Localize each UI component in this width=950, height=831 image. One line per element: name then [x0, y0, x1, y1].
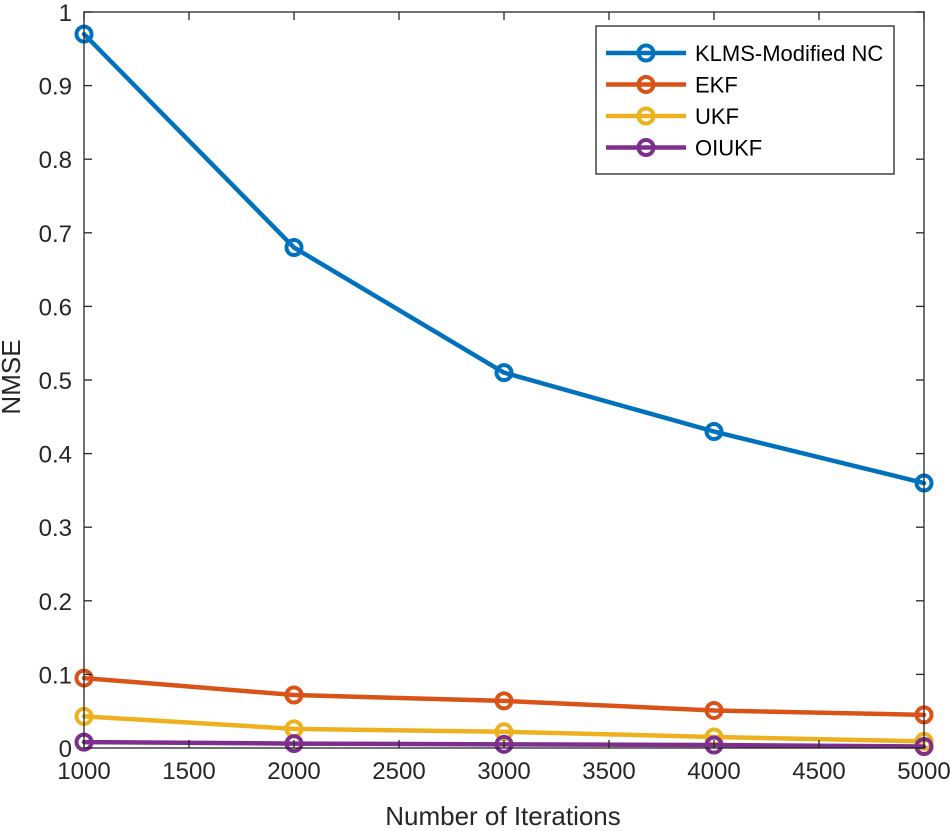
- legend-marker-0: [636, 43, 656, 63]
- legend-label-0: KLMS-Modified NC: [695, 41, 883, 66]
- x-tick-label-6: 4000: [687, 758, 740, 785]
- y-axis-title: NMSE: [0, 339, 26, 414]
- y-tick-label-2: 0.2: [39, 589, 72, 616]
- axes-layer: 1000 1500 2000 2500 3000 3500 4000 4500 5000 0 0.1…: [39, 0, 950, 785]
- y-tick-label-8: 0.8: [39, 147, 72, 174]
- data-point-1-2: [494, 691, 514, 711]
- data-point-3-1: [284, 734, 304, 754]
- data-point-0-1: [284, 238, 304, 258]
- x-tick-label-4: 3000: [477, 758, 530, 785]
- x-tick-label-0: 1000: [57, 758, 110, 785]
- legend-label-3: OIUKF: [695, 136, 762, 161]
- x-tick-label-1: 1500: [162, 758, 215, 785]
- y-tick-label-5: 0.5: [39, 368, 72, 395]
- legend-label-1: EKF: [695, 73, 738, 98]
- data-point-1-3: [704, 700, 724, 720]
- y-tick-label-10: 1: [59, 0, 72, 27]
- data-point-0-2: [494, 363, 514, 383]
- legend-marker-3: [636, 138, 656, 157]
- legend: KLMS-Modified NC EKF UKF OIUKF: [595, 25, 895, 175]
- data-point-3-2: [494, 734, 514, 754]
- y-tick-label-1: 0.1: [39, 662, 72, 689]
- legend-label-2: UKF: [695, 104, 739, 129]
- y-tick-label-7: 0.7: [39, 221, 72, 248]
- data-point-3-3: [704, 735, 724, 755]
- x-tick-label-7: 4500: [792, 758, 845, 785]
- legend-marker-2: [636, 106, 656, 126]
- series-line-1: [81, 675, 927, 718]
- x-tick-label-8: 5000: [897, 758, 950, 785]
- x-axis-title: Number of Iterations: [385, 801, 621, 831]
- x-tick-label-5: 3500: [582, 758, 635, 785]
- y-tick-label-3: 0.3: [39, 515, 72, 542]
- x-tick-label-3: 2500: [372, 758, 425, 785]
- data-point-1-1: [284, 685, 304, 705]
- y-tick-label-0: 0: [59, 736, 72, 763]
- legend-marker-1: [636, 75, 656, 94]
- y-tick-label-4: 0.4: [39, 442, 72, 469]
- y-tick-label-9: 0.9: [39, 74, 72, 101]
- series-line-2: [81, 714, 927, 744]
- series-line-0: [81, 31, 927, 486]
- data-point-2-2: [494, 722, 514, 742]
- x-tick-label-2: 2000: [267, 758, 320, 785]
- y-tick-label-6: 0.6: [39, 294, 72, 321]
- data-point-0-3: [704, 422, 724, 442]
